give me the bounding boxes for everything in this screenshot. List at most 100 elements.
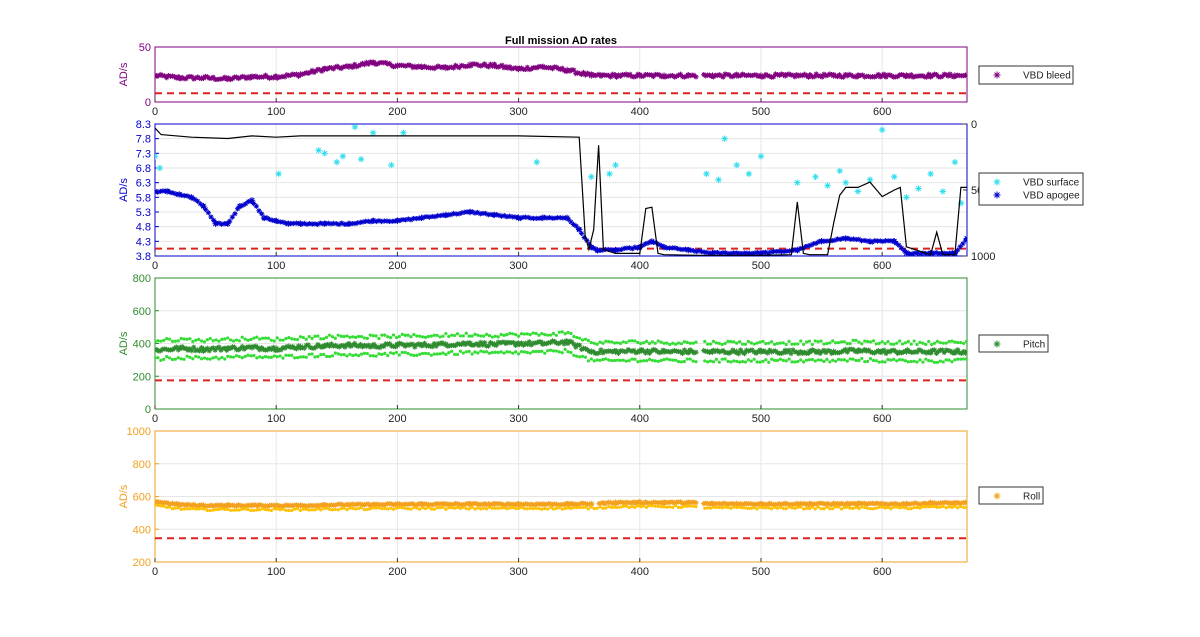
data-point-dense <box>293 346 300 352</box>
data-point-dense <box>408 63 414 69</box>
data-point-band <box>886 357 890 362</box>
data-point-dense <box>533 215 539 221</box>
data-point-dense <box>595 248 601 254</box>
data-point-dense <box>656 241 662 248</box>
data-point-dense <box>675 72 682 78</box>
data-point-dense <box>307 220 313 227</box>
data-point-band <box>490 335 495 339</box>
data-point-dense <box>610 248 617 254</box>
data-point-band <box>467 507 471 511</box>
data-point-dense <box>309 221 315 227</box>
data-point-band <box>470 505 474 509</box>
data-point-band <box>607 505 611 509</box>
data-point-dense <box>757 251 763 256</box>
data-point-band <box>874 506 878 510</box>
data-point-band <box>479 507 483 511</box>
data-point-dense <box>330 66 336 72</box>
data-point-dense <box>350 501 356 507</box>
data-point-dense <box>459 210 465 216</box>
x-tick-label: 400 <box>631 260 649 272</box>
data-point-dense <box>175 74 181 80</box>
data-point-dense <box>790 72 796 78</box>
data-point-band <box>473 332 477 336</box>
data-point-band <box>892 505 896 509</box>
data-point-dense <box>312 221 318 227</box>
data-point-dense <box>701 347 707 354</box>
data-point-dense <box>685 72 691 78</box>
data-point-dense <box>282 502 288 509</box>
data-point-band <box>932 505 937 509</box>
legend-label: Pitch <box>1023 340 1045 351</box>
data-point-dense <box>187 346 193 352</box>
data-point-band <box>883 360 887 364</box>
data-point-dense <box>588 501 594 507</box>
data-point-dense <box>594 72 600 78</box>
data-point-band <box>534 331 538 336</box>
data-point-band <box>877 505 881 509</box>
data-point-band <box>653 341 657 345</box>
y-axis-label: AD/s <box>118 331 130 355</box>
data-point-band <box>293 507 297 511</box>
data-point-dense <box>754 249 761 256</box>
data-point-dense <box>842 501 848 507</box>
data-point-dense <box>796 73 802 79</box>
data-point-band <box>237 339 241 343</box>
data-point-dense <box>200 203 206 209</box>
data-point-band <box>575 506 579 510</box>
data-point-band <box>217 339 221 343</box>
data-point-band <box>836 505 841 509</box>
data-point-dense <box>379 343 385 349</box>
data-point-band <box>572 353 576 357</box>
data-point-dense <box>746 250 753 256</box>
data-point-band <box>226 507 230 511</box>
data-point-dense <box>890 238 897 244</box>
data-point-band <box>155 503 157 507</box>
data-point-dense <box>776 248 782 254</box>
data-point-band <box>688 357 692 361</box>
data-point-dense <box>367 344 373 350</box>
x-tick-label: 400 <box>631 413 649 425</box>
data-point-dense <box>536 215 542 221</box>
data-point-dense <box>571 501 577 508</box>
data-point-band <box>842 505 846 510</box>
data-point-dense <box>561 341 567 347</box>
data-point-band <box>394 336 399 340</box>
data-point-dense <box>342 344 348 350</box>
data-point-band <box>630 357 634 361</box>
data-point-dense <box>615 500 622 506</box>
data-point-band <box>743 506 748 510</box>
data-point-band <box>409 507 413 511</box>
data-point-band <box>470 352 474 356</box>
data-point-band <box>167 337 172 341</box>
data-point-dense <box>381 502 387 508</box>
data-point-dense <box>164 346 170 352</box>
data-point-dense <box>338 501 344 507</box>
data-point-dense <box>688 247 694 253</box>
data-point-band <box>580 505 585 510</box>
data-point-band <box>263 355 268 359</box>
data-point-dense <box>232 211 238 217</box>
data-point <box>612 161 619 169</box>
data-point-dense <box>724 349 730 356</box>
data-point-band <box>336 333 340 337</box>
data-point-band <box>223 337 227 341</box>
data-point-dense <box>156 72 162 79</box>
data-point-dense <box>437 64 443 70</box>
data-point-dense <box>237 75 243 81</box>
data-point-band <box>694 340 698 344</box>
data-point-band <box>330 508 335 512</box>
data-point-band <box>176 339 180 343</box>
data-point-dense <box>414 502 420 508</box>
data-point-dense <box>165 501 172 507</box>
data-point-band <box>621 504 625 508</box>
data-point-band <box>386 507 390 511</box>
data-point-dense <box>222 74 228 80</box>
data-point-dense <box>947 500 953 506</box>
data-point-band <box>935 360 940 364</box>
data-point-band <box>220 337 224 341</box>
data-point-dense <box>155 73 160 80</box>
data-point-band <box>229 508 233 512</box>
y-axis-label: AD/s <box>118 62 130 86</box>
data-point-band <box>601 357 605 362</box>
data-point-band <box>322 337 326 341</box>
